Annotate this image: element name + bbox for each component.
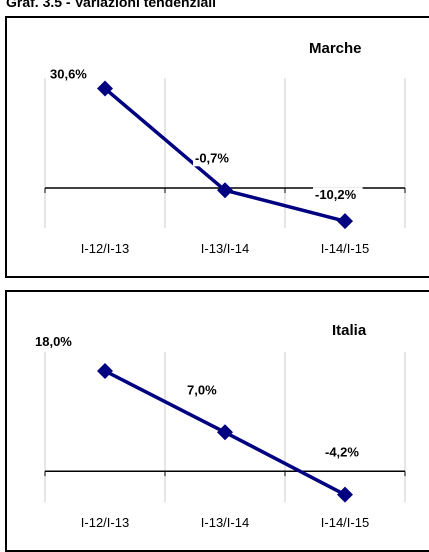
x-tick-label: I-13/I-14 (201, 241, 249, 256)
data-label-bg (185, 382, 220, 399)
data-label-bg (323, 444, 365, 461)
data-label-bg (33, 334, 75, 350)
data-point-marker (337, 213, 353, 230)
chart-plot-italia: 18,0% 7,0% -4,2% I-12/I-13 I-13/I-14 I-14/I-1… (33, 334, 406, 530)
data-label-bg (48, 66, 90, 83)
chart-title: Italia (332, 322, 367, 339)
x-tick-label: I-14/I-15 (321, 515, 369, 530)
data-point-marker (97, 363, 113, 379)
data-label-bg (313, 187, 363, 204)
data-label-bg (193, 150, 235, 167)
data-label: -0,7% (195, 150, 229, 165)
data-label: 7,0% (187, 382, 217, 397)
data-label: -10,2% (315, 187, 357, 202)
data-label: -4,2% (325, 445, 359, 460)
chart-title: Marche (309, 40, 362, 57)
page-title: Graf. 3.5 - Variazioni tendenziali (6, 0, 217, 10)
data-label: 18,0% (35, 334, 72, 349)
chart-plot-marche: 30,6% -0,7% -10,2% I-12/I-13 I-13/I-14 I-14/I… (44, 66, 406, 256)
data-point-marker (217, 424, 233, 441)
x-tick-label: I-13/I-14 (201, 515, 249, 530)
chart-panel-italia: Italia 18,0% 7,0% -4,2% I-12/I-13 I-13/I-14 I… (5, 290, 429, 552)
data-point-marker (217, 182, 233, 199)
x-tick-label: I-12/I-13 (81, 241, 129, 256)
chart-panel-marche: Marche 30,6% -0,7% -10,2% I-12/I-13 I-13/I-1… (5, 16, 429, 278)
data-label: 30,6% (50, 67, 87, 82)
x-tick-label: I-14/I-15 (321, 241, 369, 256)
data-point-marker (337, 486, 353, 503)
data-point-marker (97, 80, 113, 97)
x-tick-label: I-12/I-13 (81, 515, 129, 530)
